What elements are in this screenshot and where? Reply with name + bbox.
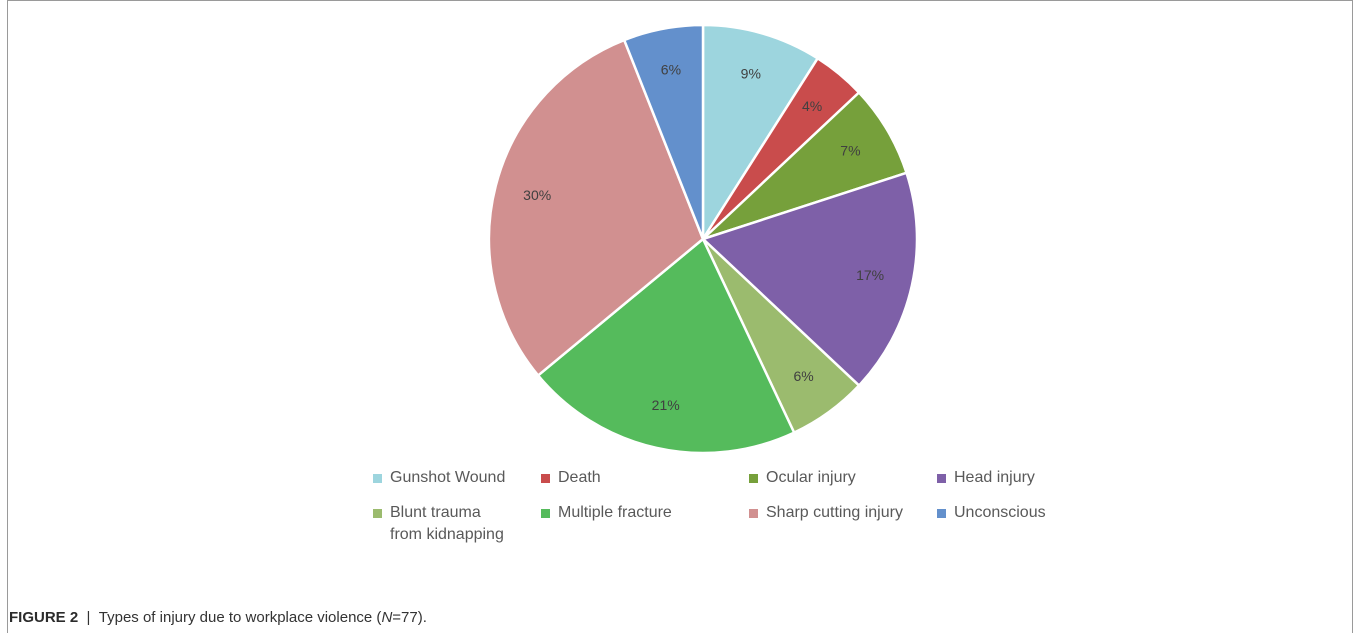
pie-slice-multiple-fracture [536, 237, 796, 455]
legend-swatch-unconscious [937, 509, 946, 518]
legend-label-multiple-fracture: Multiple fracture [558, 504, 672, 521]
legend-item-blunt-trauma-from-kidnapping: Blunt trauma from kidnapping [373, 502, 504, 546]
legend-label-gunshot-wound: Gunshot Wound [390, 469, 506, 486]
slice-label-head-injury: 17% [856, 267, 884, 283]
legend-item-gunshot-wound: Gunshot Wound [373, 467, 505, 489]
figure-caption: FIGURE 2 | Types of injury due to workpl… [9, 609, 427, 626]
caption-n-symbol: N [381, 609, 393, 626]
pie-slice-unconscious [622, 23, 705, 241]
slice-label-multiple-fracture: 21% [652, 397, 680, 413]
legend-label-unconscious: Unconscious [954, 504, 1046, 521]
caption-label: FIGURE 2 [9, 609, 79, 626]
legend-swatch-sharp-cutting-injury [749, 509, 758, 518]
legend-swatch-death [541, 474, 550, 483]
legend-swatch-ocular-injury [749, 474, 758, 483]
legend-item-multiple-fracture: Multiple fracture [541, 502, 672, 524]
pie-slice-labels: 9% 4% 7% 17% 6% 21% 30% 6% [523, 62, 884, 413]
legend-item-death: Death [541, 467, 601, 489]
pie-slice-head-injury [701, 171, 919, 387]
slice-label-unconscious: 6% [661, 62, 681, 78]
caption-text-before: Types of injury due to workplace violenc… [98, 609, 382, 626]
slice-label-ocular-injury: 7% [840, 143, 860, 159]
legend-swatch-head-injury [937, 474, 946, 483]
legend-swatch-blunt-trauma-from-kidnapping [373, 509, 382, 518]
legend-item-head-injury: Head injury [937, 467, 1035, 489]
legend-item-unconscious: Unconscious [937, 502, 1046, 524]
legend-swatch-gunshot-wound [373, 474, 382, 483]
slice-label-gunshot-wound: 9% [741, 65, 761, 81]
legend-label-ocular-injury: Ocular injury [766, 469, 856, 486]
legend-label-blunt-trauma-from-kidnapping: Blunt trauma from kidnapping [390, 504, 504, 543]
slice-label-blunt-trauma-from-kidnapping: 6% [793, 368, 813, 384]
pie-slice-gunshot-wound [701, 23, 819, 241]
slice-label-sharp-cutting-injury: 30% [523, 187, 551, 203]
legend-swatch-multiple-fracture [541, 509, 550, 518]
pie-slices [487, 23, 919, 455]
legend-item-ocular-injury: Ocular injury [749, 467, 856, 489]
pie-slice-sharp-cutting-injury [487, 38, 705, 377]
caption-separator: | [86, 609, 91, 626]
legend-label-death: Death [558, 469, 601, 486]
legend-item-sharp-cutting-injury: Sharp cutting injury [749, 502, 903, 524]
legend-label-sharp-cutting-injury: Sharp cutting injury [766, 504, 903, 521]
legend-label-head-injury: Head injury [954, 469, 1035, 486]
slice-label-death: 4% [802, 98, 822, 114]
caption-text-after: =77). [392, 609, 427, 626]
